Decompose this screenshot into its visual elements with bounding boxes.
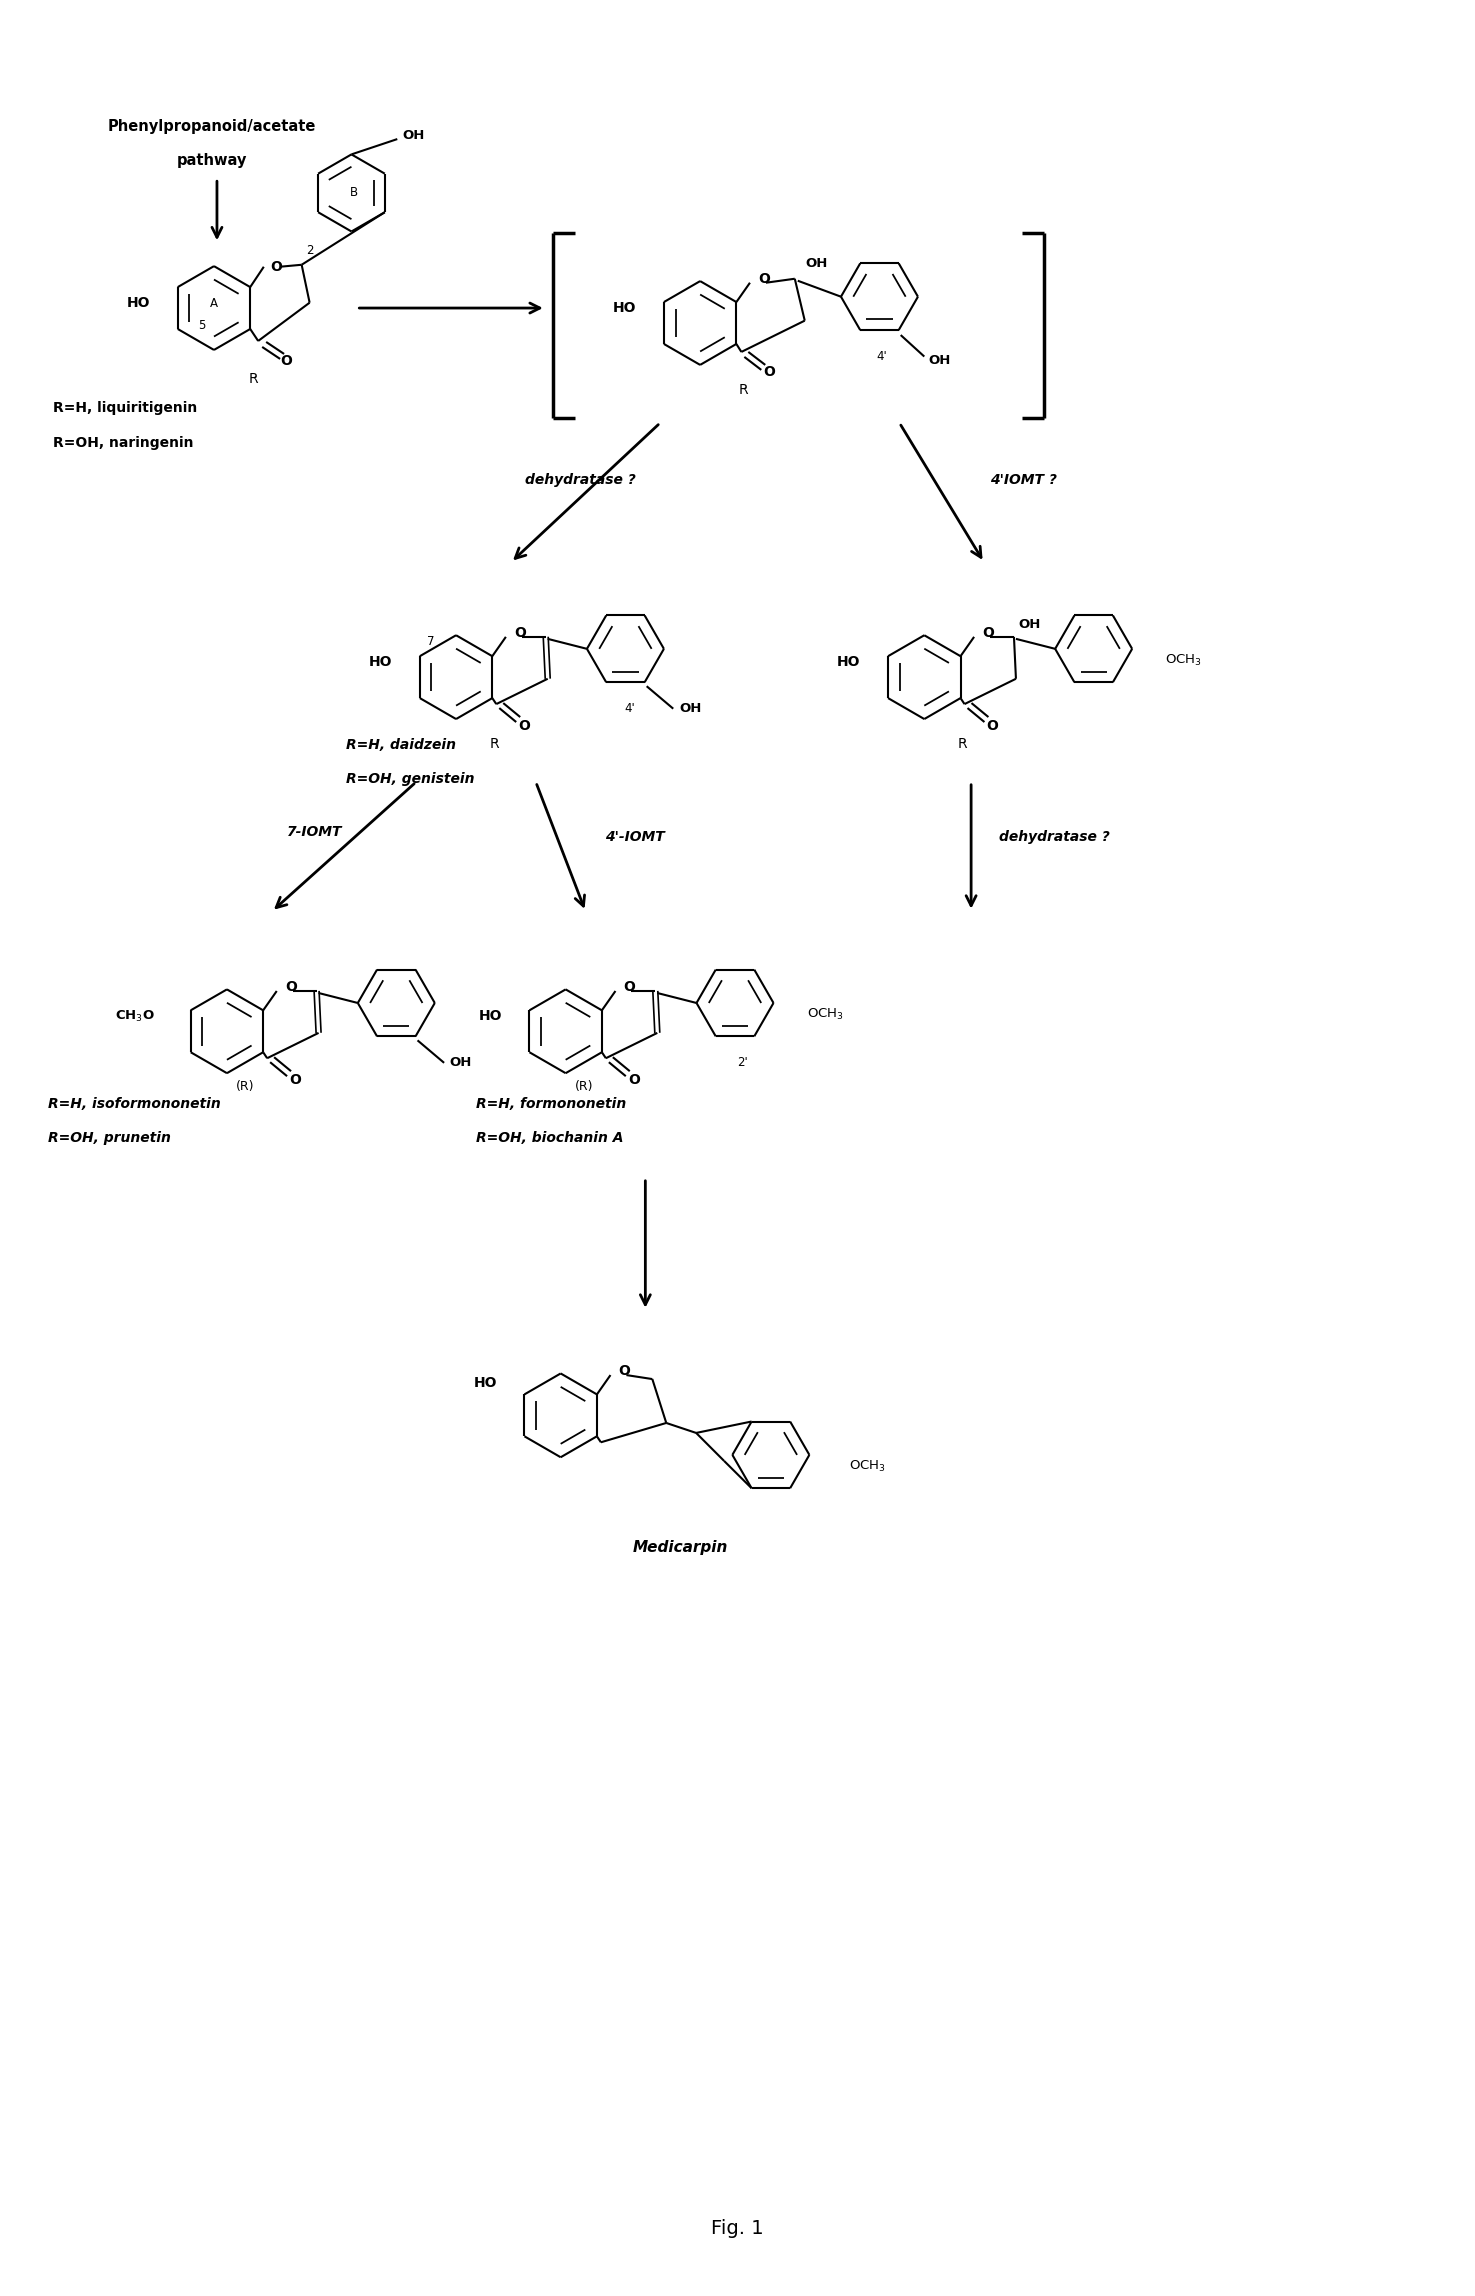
Text: 2': 2' [738,1056,748,1070]
Text: OH: OH [805,257,827,271]
Text: R=OH, genistein: R=OH, genistein [347,771,475,785]
Text: O: O [289,1072,301,1088]
Text: O: O [518,719,530,732]
Text: HO: HO [836,654,860,668]
Text: 4'-IOMT: 4'-IOMT [606,829,665,843]
Text: CH$_3$O: CH$_3$O [115,1008,155,1024]
Text: O: O [764,365,776,379]
Text: R=OH, naringenin: R=OH, naringenin [53,436,193,450]
Text: Medicarpin: Medicarpin [633,1541,727,1554]
Text: (R): (R) [236,1079,255,1093]
Text: R=OH, prunetin: R=OH, prunetin [47,1132,171,1146]
Text: HO: HO [127,296,150,310]
Text: R: R [490,737,499,751]
Text: R=H, liquiritigenin: R=H, liquiritigenin [53,402,196,416]
Text: 7-IOMT: 7-IOMT [286,824,342,838]
Text: O: O [513,627,525,641]
Text: HO: HO [478,1010,502,1024]
Text: O: O [624,980,636,994]
Text: O: O [285,980,296,994]
Text: R=OH, biochanin A: R=OH, biochanin A [476,1132,624,1146]
Text: HO: HO [369,654,392,668]
Text: O: O [982,627,994,641]
Text: dehydratase ?: dehydratase ? [999,829,1109,843]
Text: 7: 7 [428,636,435,647]
Text: OH: OH [403,129,425,142]
Text: O: O [280,354,292,367]
Text: R: R [957,737,968,751]
Text: OCH$_3$: OCH$_3$ [848,1460,885,1474]
Text: B: B [350,186,357,200]
Text: OH: OH [1019,618,1041,631]
Text: R: R [248,372,258,386]
Text: Phenylpropanoid/acetate: Phenylpropanoid/acetate [108,119,316,133]
Text: OH: OH [928,354,950,367]
Text: HO: HO [614,301,636,315]
Text: 4': 4' [624,703,634,714]
Text: Fig. 1: Fig. 1 [711,2218,764,2239]
Text: 2: 2 [305,243,313,257]
Text: R=H, isoformononetin: R=H, isoformononetin [47,1097,220,1111]
Text: A: A [209,296,218,310]
Text: (R): (R) [575,1079,593,1093]
Text: O: O [758,271,770,285]
Text: OCH$_3$: OCH$_3$ [1165,654,1202,668]
Text: O: O [987,719,999,732]
Text: pathway: pathway [177,154,248,168]
Text: OH: OH [678,703,702,714]
Text: OCH$_3$: OCH$_3$ [807,1008,844,1022]
Text: R: R [739,383,748,397]
Text: 4'IOMT ?: 4'IOMT ? [991,473,1058,487]
Text: R=H, daidzein: R=H, daidzein [347,737,456,753]
Text: HO: HO [473,1375,497,1391]
Text: R=H, formononetin: R=H, formononetin [476,1097,627,1111]
Text: dehydratase ?: dehydratase ? [525,473,636,487]
Text: O: O [628,1072,640,1088]
Text: OH: OH [450,1056,472,1070]
Text: 5: 5 [198,319,205,333]
Text: 4': 4' [876,349,886,363]
Text: O: O [618,1364,630,1378]
Text: O: O [270,259,282,273]
